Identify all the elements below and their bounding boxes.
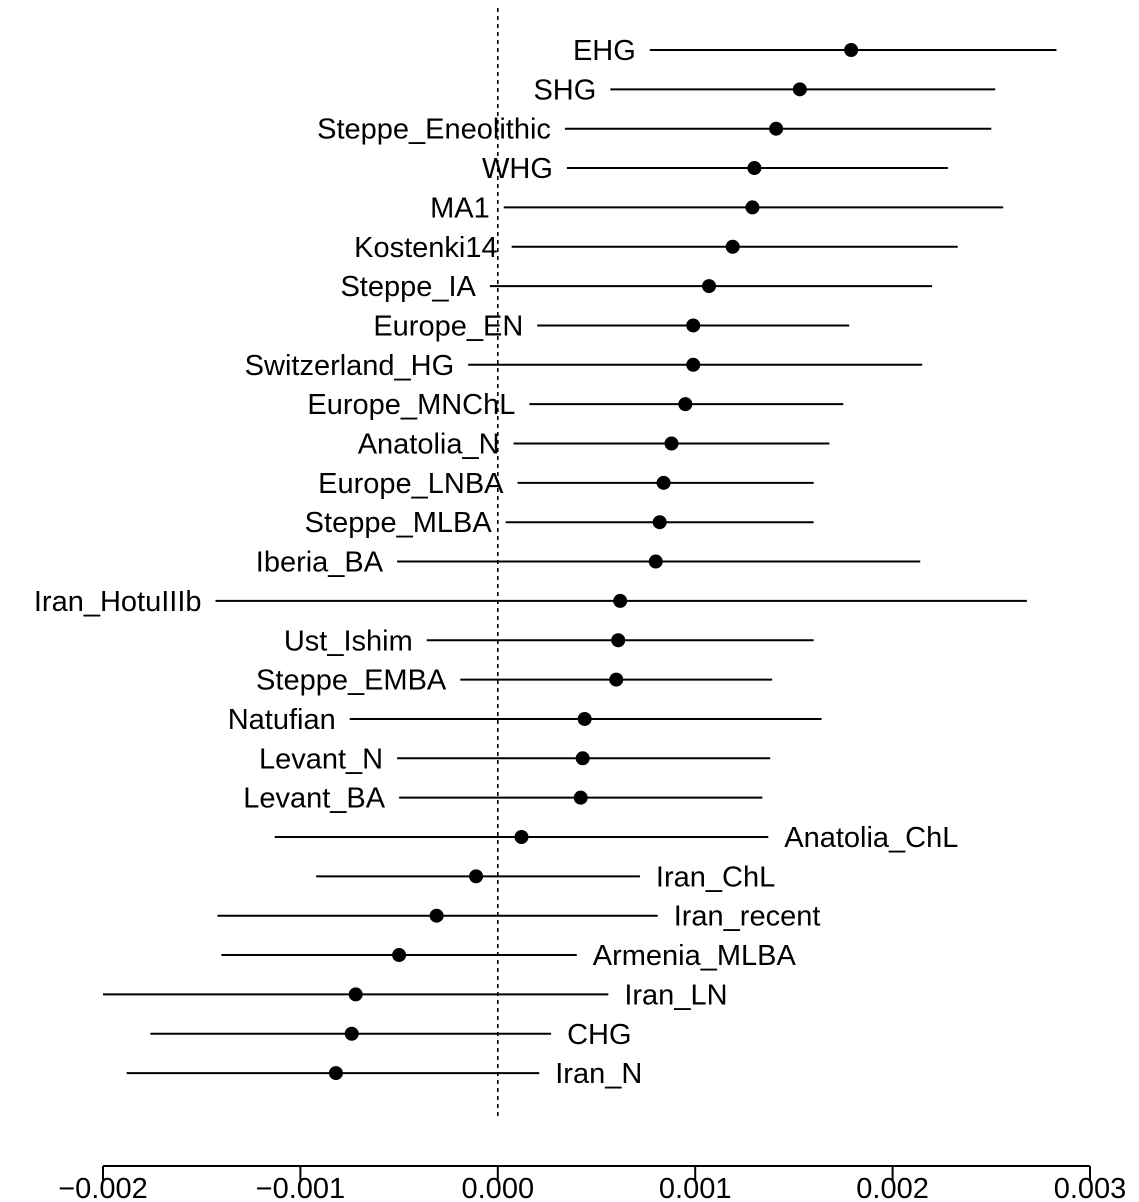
point-iran-hotuiiib	[613, 593, 628, 608]
label-iberia-ba: Iberia_BA	[256, 547, 384, 579]
label-iran-recent: Iran_recent	[674, 901, 821, 933]
row-anatolia-n: Anatolia_N	[358, 429, 830, 461]
point-ust-ishim	[611, 633, 626, 648]
label-iran-ln: Iran_LN	[624, 979, 727, 1011]
label-steppe-ia: Steppe_IA	[340, 271, 476, 303]
row-armenia-mlba: Armenia_MLBA	[221, 940, 797, 972]
label-anatolia-chl: Anatolia_ChL	[784, 822, 958, 854]
point-ma1	[745, 200, 760, 215]
row-levant-n: Levant_N	[259, 743, 771, 775]
label-whg: WHG	[482, 153, 553, 185]
row-switzerland-hg: Switzerland_HG	[245, 350, 923, 382]
label-steppe-eneolithic: Steppe_Eneolithic	[317, 114, 551, 146]
x-axis: −0.002 −0.001 0.000 0.001 0.002 0.003	[58, 1165, 1127, 1202]
point-levant-n	[575, 751, 590, 766]
point-levant-ba	[573, 790, 588, 805]
label-iran-chl: Iran_ChL	[656, 861, 775, 893]
row-natufian: Natufian	[228, 704, 822, 736]
point-iran-recent	[429, 908, 444, 923]
point-armenia-mlba	[392, 948, 407, 963]
x-tick-label-5: 0.003	[1054, 1173, 1127, 1202]
row-ma1: MA1	[430, 192, 1004, 224]
row-steppe-ia: Steppe_IA	[340, 271, 933, 303]
label-switzerland-hg: Switzerland_HG	[245, 350, 455, 382]
label-levant-ba: Levant_BA	[243, 783, 386, 815]
label-iran-hotuiiib: Iran_HotuIIIb	[34, 586, 202, 618]
point-steppe-eneolithic	[769, 121, 784, 136]
label-shg: SHG	[533, 74, 596, 106]
point-steppe-ia	[702, 279, 717, 294]
row-steppe-emba: Steppe_EMBA	[256, 665, 773, 697]
row-steppe-mlba: Steppe_MLBA	[305, 507, 814, 539]
label-ehg: EHG	[573, 35, 636, 67]
row-iberia-ba: Iberia_BA	[256, 547, 921, 579]
point-iran-ln	[348, 987, 363, 1002]
label-europe-en: Europe_EN	[373, 310, 523, 342]
point-anatolia-chl	[514, 830, 529, 844]
row-iran-hotuiiib: Iran_HotuIIIb	[34, 586, 1027, 618]
label-natufian: Natufian	[228, 704, 336, 736]
label-europe-lnba: Europe_LNBA	[318, 468, 504, 500]
x-tick-label-2: 0.000	[462, 1173, 535, 1202]
label-kostenki14: Kostenki14	[354, 232, 498, 264]
point-europe-lnba	[656, 475, 671, 490]
label-europe-mnchl: Europe_MNChL	[307, 389, 515, 421]
label-steppe-emba: Steppe_EMBA	[256, 665, 447, 697]
row-europe-en: Europe_EN	[373, 310, 850, 342]
label-ust-ishim: Ust_Ishim	[284, 625, 413, 657]
row-iran-chl: Iran_ChL	[316, 861, 775, 893]
point-iberia-ba	[648, 554, 663, 569]
x-tick-label-1: −0.001	[256, 1173, 346, 1202]
point-europe-mnchl	[678, 397, 693, 412]
point-shg	[792, 82, 807, 97]
row-iran-ln: Iran_LN	[103, 979, 728, 1011]
row-ust-ishim: Ust_Ishim	[284, 625, 814, 657]
point-europe-en	[686, 318, 701, 333]
label-iran-n: Iran_N	[555, 1058, 642, 1090]
label-armenia-mlba: Armenia_MLBA	[593, 940, 797, 972]
row-europe-mnchl: Europe_MNChL	[307, 389, 844, 421]
label-levant-n: Levant_N	[259, 743, 383, 775]
point-steppe-mlba	[652, 515, 667, 530]
point-chg	[344, 1026, 359, 1041]
label-anatolia-n: Anatolia_N	[358, 429, 500, 461]
point-whg	[747, 161, 762, 176]
row-anatolia-chl: Anatolia_ChL	[274, 822, 958, 854]
row-steppe-eneolithic: Steppe_Eneolithic	[317, 114, 992, 146]
rows-layer: EHG SHG Steppe_Eneolithic WHG MA1 Kostenki14 S…	[34, 35, 1057, 1090]
row-kostenki14: Kostenki14	[354, 232, 958, 264]
row-iran-n: Iran_N	[126, 1058, 642, 1090]
row-ehg: EHG	[573, 35, 1057, 67]
row-whg: WHG	[482, 153, 948, 185]
label-chg: CHG	[567, 1019, 631, 1051]
row-europe-lnba: Europe_LNBA	[318, 468, 814, 500]
point-iran-n	[328, 1066, 343, 1081]
row-shg: SHG	[533, 74, 996, 106]
point-kostenki14	[725, 239, 740, 254]
point-natufian	[577, 711, 592, 726]
x-tick-label-4: 0.002	[856, 1173, 929, 1202]
point-switzerland-hg	[686, 357, 701, 372]
point-ehg	[844, 43, 859, 57]
label-ma1: MA1	[430, 192, 490, 224]
point-anatolia-n	[664, 436, 679, 451]
row-chg: CHG	[150, 1019, 632, 1051]
label-steppe-mlba: Steppe_MLBA	[305, 507, 493, 539]
point-iran-chl	[469, 869, 484, 884]
x-tick-label-0: −0.002	[58, 1173, 148, 1202]
row-iran-recent: Iran_recent	[217, 901, 820, 933]
x-tick-label-3: 0.001	[659, 1173, 732, 1202]
row-levant-ba: Levant_BA	[243, 783, 763, 815]
point-steppe-emba	[609, 672, 624, 687]
